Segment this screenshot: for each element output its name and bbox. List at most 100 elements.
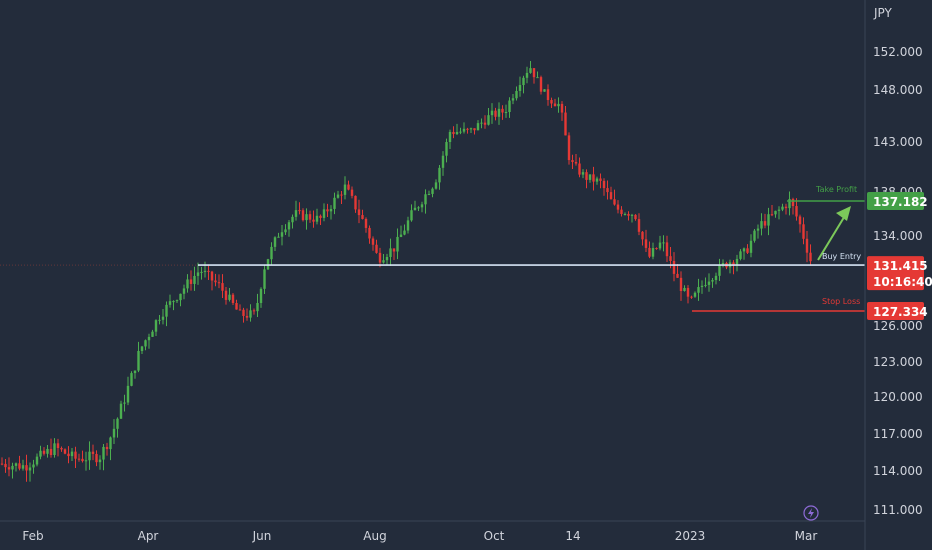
currency-label: JPY bbox=[873, 6, 893, 20]
candle-body bbox=[746, 248, 749, 253]
candle-body bbox=[592, 174, 595, 182]
candle-body bbox=[137, 350, 140, 371]
candle-body bbox=[718, 264, 721, 276]
candle-body bbox=[354, 195, 357, 210]
candle-body bbox=[658, 242, 662, 249]
candle-body bbox=[574, 162, 578, 164]
candle-body bbox=[511, 98, 515, 101]
candle-body bbox=[791, 199, 795, 207]
candle-body bbox=[368, 227, 371, 239]
candle-body bbox=[319, 215, 322, 218]
candle-body bbox=[144, 340, 147, 347]
candle-body bbox=[259, 288, 263, 303]
candle-body bbox=[753, 230, 756, 241]
candle-body bbox=[802, 224, 805, 239]
candle-body bbox=[228, 294, 231, 300]
time-tick-label: Apr bbox=[138, 529, 159, 543]
candle-body bbox=[637, 219, 641, 232]
candle-body bbox=[242, 309, 245, 316]
candle-body bbox=[508, 100, 511, 113]
price-tick-label: 126.000 bbox=[873, 319, 923, 333]
candle-body bbox=[585, 172, 588, 180]
buy-entry-label: Buy Entry bbox=[822, 252, 861, 261]
candle-body bbox=[294, 210, 298, 217]
candle-body bbox=[427, 193, 431, 195]
candle-body bbox=[175, 300, 179, 302]
candle-body bbox=[214, 280, 217, 283]
candle-body bbox=[256, 302, 259, 312]
candle-body bbox=[179, 293, 182, 301]
candle-body bbox=[413, 207, 417, 211]
candle-body bbox=[623, 213, 627, 215]
candle-body bbox=[648, 247, 651, 257]
price-tick-label: 148.000 bbox=[873, 83, 923, 97]
candle-body bbox=[501, 108, 504, 113]
candle-body bbox=[371, 238, 375, 245]
candle-body bbox=[609, 192, 613, 200]
candle-body bbox=[777, 209, 781, 211]
candle-body bbox=[186, 279, 189, 289]
candle-body bbox=[581, 172, 585, 175]
candle-body bbox=[721, 262, 725, 265]
candle-body bbox=[798, 216, 802, 225]
candle-body bbox=[105, 446, 109, 450]
candle-body bbox=[81, 458, 84, 462]
candle-body bbox=[347, 184, 350, 190]
candle-body bbox=[308, 214, 312, 220]
candle-body bbox=[224, 290, 228, 300]
candle-body bbox=[567, 135, 571, 161]
candle-body bbox=[441, 155, 445, 168]
candle-body bbox=[340, 194, 343, 196]
time-tick-label: 2023 bbox=[675, 529, 706, 543]
candle-body bbox=[168, 301, 172, 305]
candle-body bbox=[672, 260, 676, 274]
candle-body bbox=[291, 216, 294, 223]
candle-body bbox=[686, 287, 690, 297]
candle-body bbox=[462, 128, 466, 132]
candle-body bbox=[284, 229, 287, 233]
candle-body bbox=[616, 204, 620, 210]
candle-body bbox=[683, 287, 686, 291]
candle-body bbox=[480, 122, 483, 124]
candlestick-series bbox=[0, 60, 812, 482]
candle-body bbox=[84, 460, 88, 462]
candle-body bbox=[231, 294, 235, 303]
candle-body bbox=[109, 437, 112, 450]
candle-body bbox=[91, 451, 95, 454]
candle-body bbox=[588, 174, 592, 180]
candle-body bbox=[494, 110, 497, 117]
candle-body bbox=[613, 199, 616, 205]
candle-body bbox=[7, 467, 11, 470]
price-tick-label: 111.000 bbox=[873, 503, 923, 517]
candle-body bbox=[522, 77, 525, 86]
candle-body bbox=[49, 448, 53, 456]
candle-body bbox=[599, 178, 602, 181]
candle-body bbox=[546, 89, 550, 101]
candle-body bbox=[497, 108, 501, 117]
candle-body bbox=[210, 271, 214, 281]
candle-body bbox=[641, 231, 644, 240]
candle-body bbox=[203, 270, 207, 272]
candle-body bbox=[98, 459, 102, 463]
candle-body bbox=[525, 72, 529, 78]
candle-body bbox=[697, 287, 700, 293]
time-axis[interactable]: Feb Apr Jun Aug Oct 14 2023 Mar bbox=[22, 529, 817, 543]
time-tick-label: Jun bbox=[252, 529, 272, 543]
lightning-icon[interactable] bbox=[803, 505, 819, 521]
candle-body bbox=[350, 189, 354, 196]
candle-body bbox=[382, 260, 385, 263]
candle-body bbox=[469, 128, 473, 130]
time-tick-label: Aug bbox=[363, 529, 386, 543]
candle-body bbox=[329, 208, 333, 212]
candle-body bbox=[742, 248, 746, 252]
candle-body bbox=[70, 451, 74, 457]
candle-body bbox=[298, 210, 301, 212]
stop-loss-label: Stop Loss bbox=[822, 297, 860, 306]
candle-body bbox=[277, 236, 280, 238]
candle-body bbox=[770, 214, 774, 216]
candle-body bbox=[315, 215, 319, 222]
buy-entry-price: 131.415 bbox=[873, 259, 928, 273]
candle-body bbox=[795, 206, 798, 217]
candle-body bbox=[361, 215, 364, 219]
